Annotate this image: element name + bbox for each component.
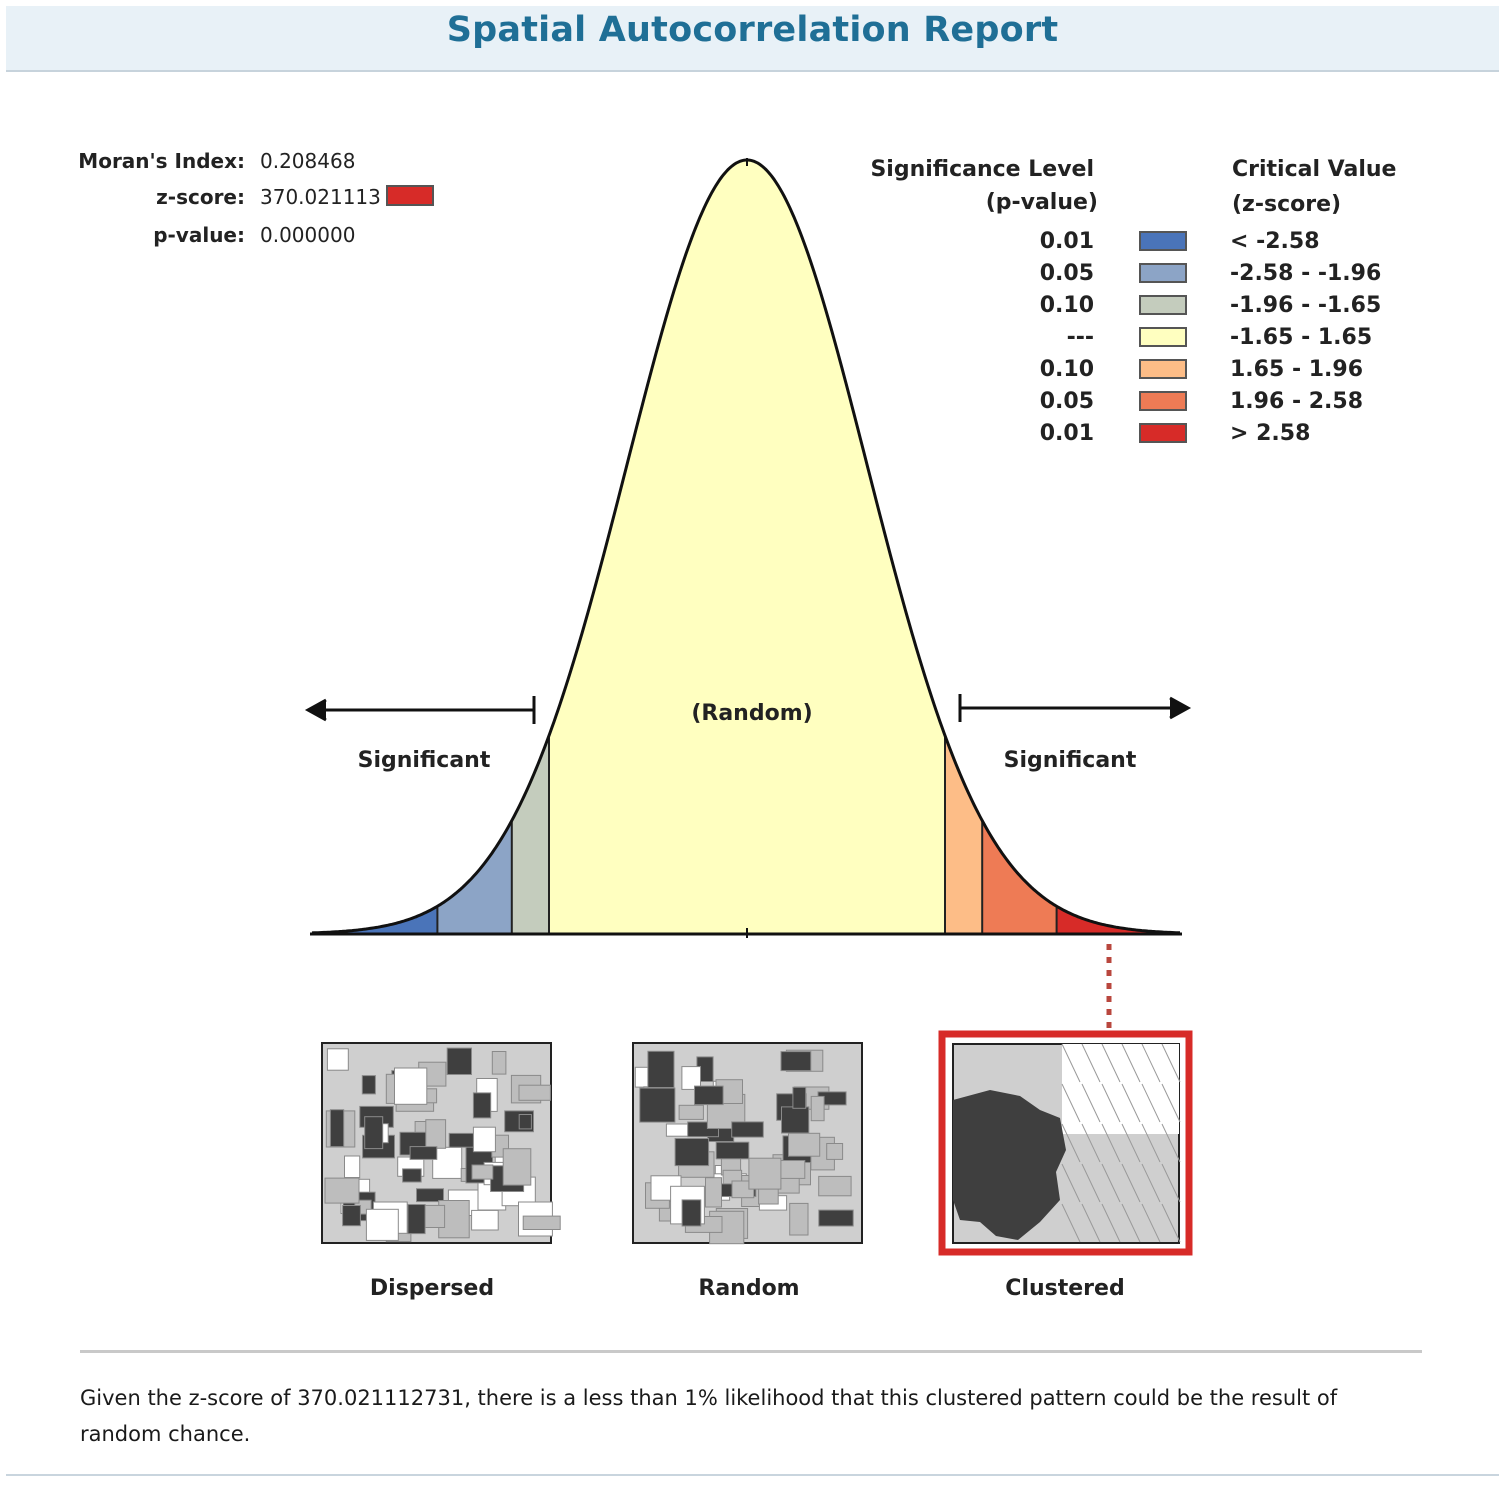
legend-z-range: > 2.58	[1230, 421, 1310, 446]
legend-swatch	[1139, 231, 1187, 251]
curve-region-0	[312, 906, 438, 934]
p-value-label: p-value:	[153, 223, 245, 247]
legend-z-range: -2.58 - -1.96	[1230, 261, 1381, 286]
critical-header-line2: (z-score)	[1232, 192, 1341, 217]
random-pattern-label: Random	[698, 1276, 800, 1301]
curve-region-4	[945, 735, 983, 934]
legend-p-value: 0.05	[1040, 261, 1094, 286]
legend-p-value: 0.10	[1040, 293, 1094, 318]
significance-header-line1: Significance Level	[870, 157, 1094, 182]
random-label: (Random)	[691, 701, 812, 726]
legend-swatch	[1139, 423, 1187, 443]
morans-index-row: Moran's Index:	[40, 147, 245, 175]
legend-z-range: -1.65 - 1.65	[1230, 325, 1372, 350]
z-score-swatch	[386, 185, 434, 206]
curve-region-6	[1056, 906, 1180, 934]
legend-p-value: 0.01	[1040, 229, 1094, 254]
legend-swatch	[1139, 359, 1187, 379]
legend-p-value: 0.05	[1040, 389, 1094, 414]
clustered-map	[938, 1030, 1193, 1256]
morans-index-label: Moran's Index:	[78, 149, 245, 173]
z-score-value: 370.021113	[260, 185, 381, 209]
legend-z-range: 1.96 - 2.58	[1230, 389, 1363, 414]
legend-z-range: -1.96 - -1.65	[1230, 293, 1381, 318]
legend-p-value: 0.01	[1040, 421, 1094, 446]
random-map	[632, 1042, 863, 1245]
legend-p-value: 0.10	[1040, 357, 1094, 382]
report-header: Spatial Autocorrelation Report	[6, 6, 1499, 72]
clustered-label: Clustered	[1005, 1276, 1125, 1301]
legend-swatch	[1139, 263, 1187, 283]
left-arrow	[304, 696, 536, 724]
legend-p-value: ---	[1067, 325, 1094, 350]
legend-z-range: 1.65 - 1.96	[1230, 357, 1363, 382]
dispersed-label: Dispersed	[369, 1276, 495, 1301]
legend-swatch	[1139, 295, 1187, 315]
summary-divider	[80, 1350, 1422, 1353]
z-score-label: z-score:	[156, 185, 245, 209]
significance-header-line2: (p-value)	[986, 190, 1098, 215]
p-value-value: 0.000000	[260, 223, 356, 247]
curve-region-2	[511, 735, 549, 934]
report-title: Spatial Autocorrelation Report	[446, 10, 1059, 50]
z-score-row: z-score:	[40, 183, 245, 211]
critical-header-line1: Critical Value	[1232, 157, 1396, 182]
morans-index-value: 0.208468	[260, 149, 356, 173]
legend-rows: 0.01 < -2.58 0.05 -2.58 - -1.96 0.10 -1.96 - …	[1040, 229, 1382, 446]
p-value-row: p-value:	[40, 221, 245, 249]
summary-text: Given the z-score of 370.021112731, ther…	[80, 1386, 1338, 1446]
right-significant-label: Significant	[1004, 748, 1137, 773]
clustered-highlight-frame	[938, 1030, 1193, 1256]
curve-region-3	[549, 160, 945, 934]
left-significant-label: Significant	[358, 748, 491, 773]
bottom-divider	[6, 1474, 1499, 1476]
dispersed-map	[321, 1042, 561, 1244]
legend-swatch	[1139, 391, 1187, 411]
legend-swatch	[1139, 327, 1187, 347]
legend-z-range: < -2.58	[1230, 229, 1320, 254]
right-arrow	[958, 694, 1192, 722]
